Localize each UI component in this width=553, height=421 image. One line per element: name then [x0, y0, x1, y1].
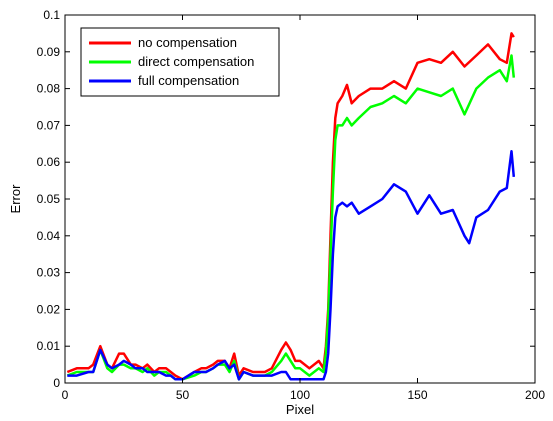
legend-label-direct-compensation: direct compensation [138, 54, 254, 69]
y-tick-label: 0.04 [37, 229, 61, 243]
x-axis-label: Pixel [286, 402, 314, 417]
legend-label-no-compensation: no compensation [138, 35, 237, 50]
y-tick-label: 0.02 [37, 302, 61, 316]
legend: no compensation direct compensation full… [80, 27, 280, 97]
series-layer [66, 32, 516, 381]
x-tick-label: 50 [176, 388, 190, 402]
legend-label-full-compensation: full compensation [138, 73, 239, 88]
series-line-direct-compensation [66, 54, 516, 381]
ticks-layer: 0 50 100 150 200 0 0.01 0.02 0.03 0.04 0.05 0.06 0.0… [37, 8, 546, 402]
x-tick-label: 100 [290, 388, 310, 402]
y-tick-label: 0 [53, 376, 60, 390]
y-tick-label: 0.03 [37, 266, 61, 280]
y-axis-label: Error [8, 184, 23, 214]
y-tick-label: 0.06 [37, 155, 61, 169]
y-tick-label: 0.1 [43, 8, 60, 22]
x-tick-label: 150 [407, 388, 427, 402]
x-tick-label: 200 [525, 388, 545, 402]
y-tick-label: 0.05 [37, 192, 61, 206]
x-tick-label: 0 [62, 388, 69, 402]
series-line-full-compensation [67, 149, 516, 381]
y-tick-label: 0.09 [37, 45, 61, 59]
y-tick-label: 0.07 [37, 118, 61, 132]
y-tick-label: 0.08 [37, 82, 61, 96]
y-tick-label: 0.01 [37, 339, 61, 353]
